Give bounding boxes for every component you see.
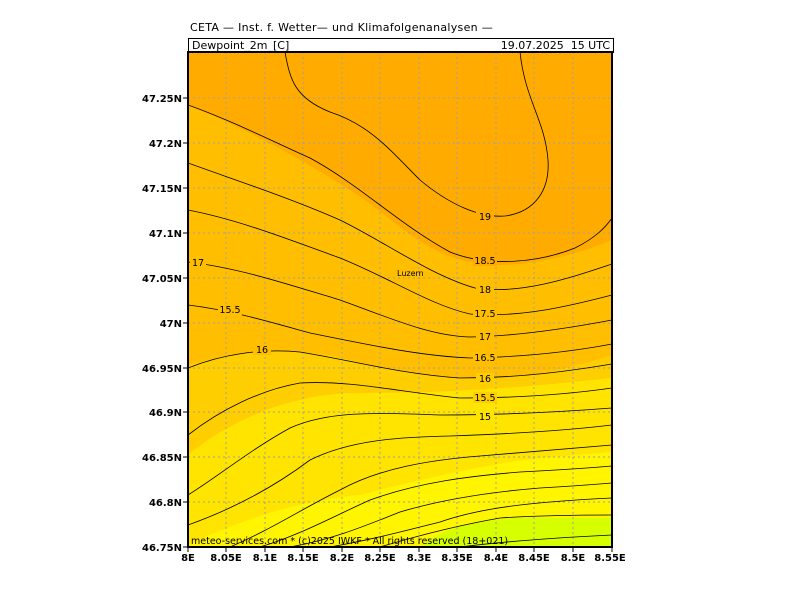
x-tick: 8.15E — [287, 553, 319, 564]
x-tick: 8E — [181, 553, 195, 564]
contour-label-18: 18 — [479, 285, 491, 296]
y-tick: 46.9N — [149, 408, 182, 419]
contour-15-5 — [188, 382, 612, 436]
y-tick-labels: 47.25N 47.2N 47.15N 47.1N 47.05N 47N 46.… — [142, 94, 182, 554]
y-tick: 46.95N — [142, 364, 182, 375]
y-axis — [183, 97, 188, 548]
map-title: CETA — Inst. f. Wetter— und Klimafolgena… — [190, 21, 494, 34]
y-tick: 47.1N — [149, 229, 182, 240]
contour-11-5 — [459, 534, 612, 547]
y-tick: 47N — [160, 319, 182, 330]
contour-14-5 — [188, 424, 612, 526]
contour-label-16-west: 16 — [256, 345, 268, 356]
y-tick: 46.75N — [142, 543, 182, 554]
contour-12-5 — [329, 497, 612, 547]
lat-lon-grid — [188, 52, 612, 547]
y-tick: 47.25N — [142, 94, 182, 105]
contour-18 — [188, 162, 612, 291]
y-tick: 47.05N — [142, 274, 182, 285]
x-tick: 8.5E — [561, 553, 586, 564]
contour-18-5 — [188, 104, 612, 262]
y-tick: 46.85N — [142, 453, 182, 464]
contour-17 — [188, 261, 612, 338]
contour-label-16-5: 16.5 — [474, 353, 495, 364]
x-tick: 8.2E — [330, 553, 355, 564]
contour-label-17: 17 — [479, 332, 491, 343]
contour-label-15-5: 15.5 — [474, 393, 495, 404]
map-frame — [187, 51, 613, 548]
contour-16 — [188, 350, 612, 379]
contour-12 — [379, 514, 612, 547]
x-tick: 8.1E — [253, 553, 278, 564]
copyright-footer: meteo-services.com * (c)2025 IWKF * All … — [191, 536, 508, 547]
x-tick: 8.05E — [210, 553, 242, 564]
contour-label-15: 15 — [479, 412, 491, 423]
x-tick: 8.55E — [594, 553, 626, 564]
contour-17-5 — [188, 209, 612, 316]
contour-16-5 — [188, 304, 612, 359]
x-tick: 8.25E — [364, 553, 396, 564]
map-plot-area: 19 18.5 18 17.5 17 16.5 16 15.5 15 17 15… — [188, 52, 612, 547]
variable-label: Dewpoint_2m_[C] — [192, 39, 290, 52]
contour-13 — [289, 482, 612, 547]
contour-19 — [284, 52, 549, 217]
contour-14 — [229, 444, 612, 547]
place-luzern: Luzern — [397, 269, 424, 278]
y-tick: 47.15N — [142, 184, 182, 195]
contour-lines — [188, 52, 612, 547]
contour-label-17-west: 17 — [192, 258, 204, 269]
contour-labels: 19 18.5 18 17.5 17 16.5 16 15.5 15 17 15… — [190, 211, 497, 423]
contour-label-15-5-west: 15.5 — [219, 305, 240, 316]
contour-label-16: 16 — [479, 374, 491, 385]
contour-label-18-5: 18.5 — [474, 256, 495, 267]
x-tick-labels: 8E 8.05E 8.1E 8.15E 8.2E 8.25E 8.3E 8.35… — [181, 553, 626, 564]
x-tick: 8.35E — [441, 553, 473, 564]
y-tick: 46.8N — [149, 498, 182, 509]
x-tick: 8.4E — [484, 553, 509, 564]
valid-time: 19.07.2025 15 UTC — [500, 39, 610, 52]
x-tick: 8.3E — [407, 553, 432, 564]
fill-lime — [420, 518, 612, 547]
contour-label-17-5: 17.5 — [474, 309, 495, 320]
x-tick: 8.45E — [518, 553, 550, 564]
x-axis — [187, 547, 613, 552]
contour-label-19: 19 — [479, 212, 491, 223]
map-subheader: Dewpoint_2m_[C] 19.07.2025 15 UTC — [188, 38, 614, 53]
contour-13-5 — [259, 465, 612, 547]
fill-dark-orange — [188, 52, 612, 266]
contour-15 — [188, 407, 612, 496]
y-tick: 47.2N — [149, 139, 182, 150]
